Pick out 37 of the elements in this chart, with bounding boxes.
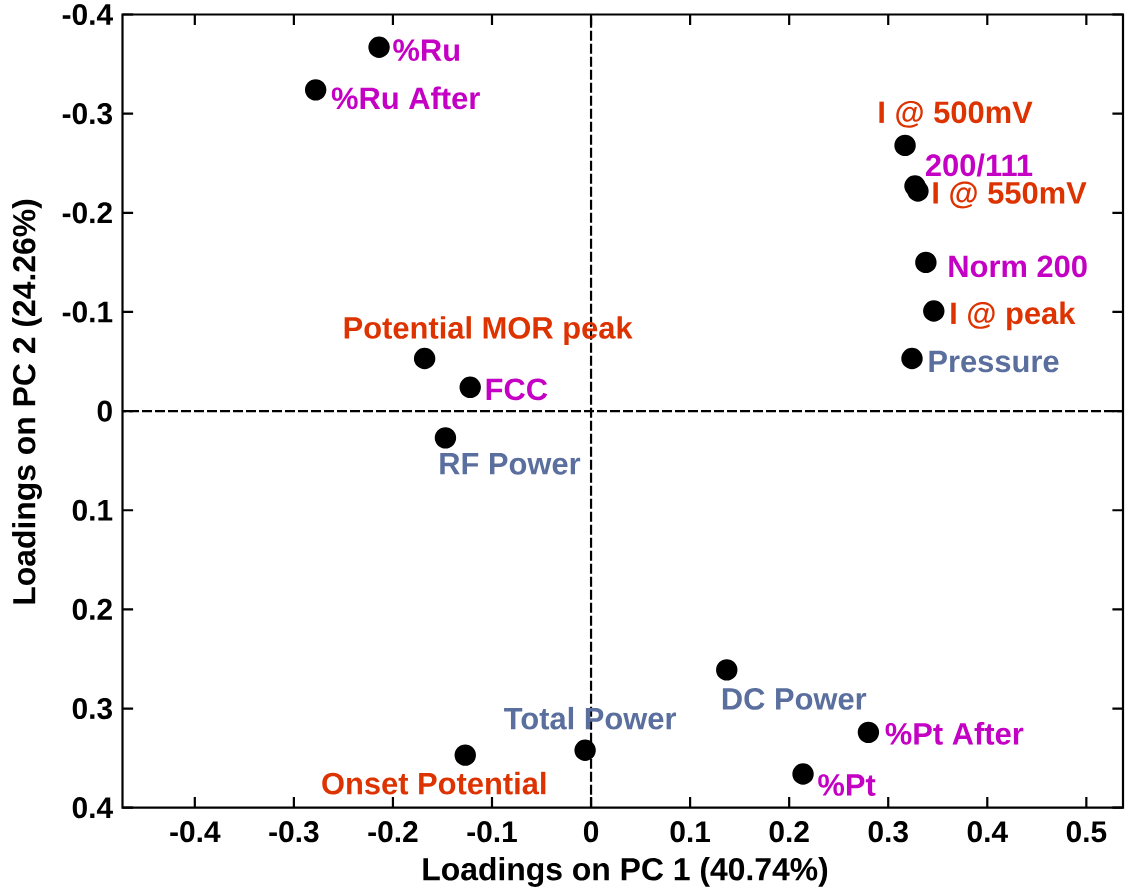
x-tick-label: 0.2 [769, 821, 809, 843]
annotation: Onset Potential [322, 771, 546, 795]
x-tick-label: -0.1 [467, 821, 517, 843]
x-tick-label: 0.4 [967, 821, 1008, 843]
annotation: %Pt [818, 774, 876, 796]
annotation: I @ peak [951, 301, 1076, 331]
y-tick-label: 0.2 [72, 598, 112, 620]
x-tick-label: -0.2 [368, 821, 418, 843]
y-tick-label: -0.3 [62, 103, 113, 125]
y-tick-label: 0.1 [72, 499, 113, 521]
y-tick-label: 0.3 [72, 697, 113, 720]
annotation: 200/111 [925, 153, 1033, 177]
annotation: I @ 550mV [933, 181, 1087, 209]
annotation: %Ru [393, 39, 460, 62]
x-axis-title: Loadings on PC 1 (40.74%) [423, 857, 828, 887]
annotation: Pressure [929, 350, 1059, 373]
y-tick-label: -0.2 [62, 202, 112, 224]
annotation: %Pt After [885, 722, 1024, 745]
annotation: Total Power [504, 706, 677, 730]
y-tick-label: -0.4 [62, 3, 113, 26]
x-tick-label: -0.4 [170, 821, 221, 843]
annotation: FCC [486, 378, 548, 401]
y-axis-title: Loadings on PC 2 (24.26%) [12, 199, 42, 604]
annotation: Norm 200 [949, 255, 1087, 278]
x-tick-label: 0.5 [1066, 821, 1107, 843]
x-tick-label: 0 [583, 821, 599, 843]
annotation: RF Power [440, 453, 581, 475]
x-tick-label: -0.3 [269, 821, 319, 843]
y-tick-label: 0 [97, 400, 112, 422]
y-tick-label: 0.4 [72, 797, 113, 819]
annotation: Potential MOR peak [344, 316, 633, 345]
annotation: %Ru After [331, 86, 480, 110]
x-tick-label: 0.3 [868, 821, 908, 843]
y-tick-label: -0.1 [62, 301, 113, 323]
annotation: I @ 500mV [879, 101, 1033, 128]
x-tick-label: 0.1 [670, 821, 711, 843]
annotation: DC Power [722, 687, 867, 710]
